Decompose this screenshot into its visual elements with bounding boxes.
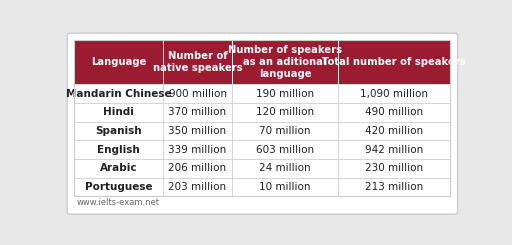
Bar bbox=[74, 178, 163, 196]
Bar bbox=[74, 40, 451, 196]
Bar bbox=[232, 84, 337, 103]
Bar bbox=[74, 140, 163, 159]
Text: Hindi: Hindi bbox=[103, 107, 134, 117]
Text: Mandarin Chinese: Mandarin Chinese bbox=[66, 89, 172, 99]
Text: 1,090 million: 1,090 million bbox=[360, 89, 428, 99]
Bar bbox=[337, 140, 451, 159]
Bar bbox=[163, 140, 232, 159]
Bar bbox=[163, 122, 232, 140]
Text: Number of speakers
as an aditional
language: Number of speakers as an aditional langu… bbox=[228, 45, 342, 79]
Bar bbox=[337, 178, 451, 196]
Text: English: English bbox=[97, 145, 140, 155]
Bar bbox=[163, 40, 232, 84]
Text: 230 million: 230 million bbox=[365, 163, 423, 173]
Text: 213 million: 213 million bbox=[365, 182, 423, 192]
Text: Total number of speakers: Total number of speakers bbox=[322, 57, 466, 67]
Bar bbox=[337, 103, 451, 122]
Text: 24 million: 24 million bbox=[259, 163, 311, 173]
Text: 120 million: 120 million bbox=[256, 107, 314, 117]
Bar bbox=[163, 178, 232, 196]
Bar bbox=[337, 159, 451, 178]
FancyBboxPatch shape bbox=[67, 33, 458, 214]
Bar bbox=[232, 159, 337, 178]
Bar bbox=[163, 159, 232, 178]
Bar bbox=[337, 84, 451, 103]
Text: 900 million: 900 million bbox=[168, 89, 226, 99]
Bar bbox=[232, 140, 337, 159]
Text: www.ielts-exam.net: www.ielts-exam.net bbox=[76, 197, 159, 207]
Text: Spanish: Spanish bbox=[95, 126, 142, 136]
Bar bbox=[74, 103, 163, 122]
Text: Number of
native speakers: Number of native speakers bbox=[153, 51, 242, 73]
Bar bbox=[74, 40, 163, 84]
Bar bbox=[337, 122, 451, 140]
Text: 490 million: 490 million bbox=[365, 107, 423, 117]
Bar bbox=[232, 122, 337, 140]
Bar bbox=[232, 40, 337, 84]
Bar bbox=[232, 178, 337, 196]
Text: 70 million: 70 million bbox=[259, 126, 311, 136]
Text: 942 million: 942 million bbox=[365, 145, 423, 155]
Text: 339 million: 339 million bbox=[168, 145, 227, 155]
Bar bbox=[232, 103, 337, 122]
Text: 350 million: 350 million bbox=[168, 126, 227, 136]
Text: Language: Language bbox=[91, 57, 146, 67]
Text: 203 million: 203 million bbox=[168, 182, 227, 192]
Text: 420 million: 420 million bbox=[365, 126, 423, 136]
Text: 603 million: 603 million bbox=[256, 145, 314, 155]
Text: 370 million: 370 million bbox=[168, 107, 227, 117]
Text: 10 million: 10 million bbox=[259, 182, 311, 192]
Bar bbox=[163, 103, 232, 122]
Text: Portuguese: Portuguese bbox=[84, 182, 153, 192]
Text: 190 million: 190 million bbox=[256, 89, 314, 99]
Bar bbox=[163, 84, 232, 103]
Bar bbox=[74, 122, 163, 140]
Bar bbox=[74, 159, 163, 178]
Bar bbox=[74, 84, 163, 103]
Bar bbox=[337, 40, 451, 84]
Text: 206 million: 206 million bbox=[168, 163, 227, 173]
Text: Arabic: Arabic bbox=[100, 163, 137, 173]
